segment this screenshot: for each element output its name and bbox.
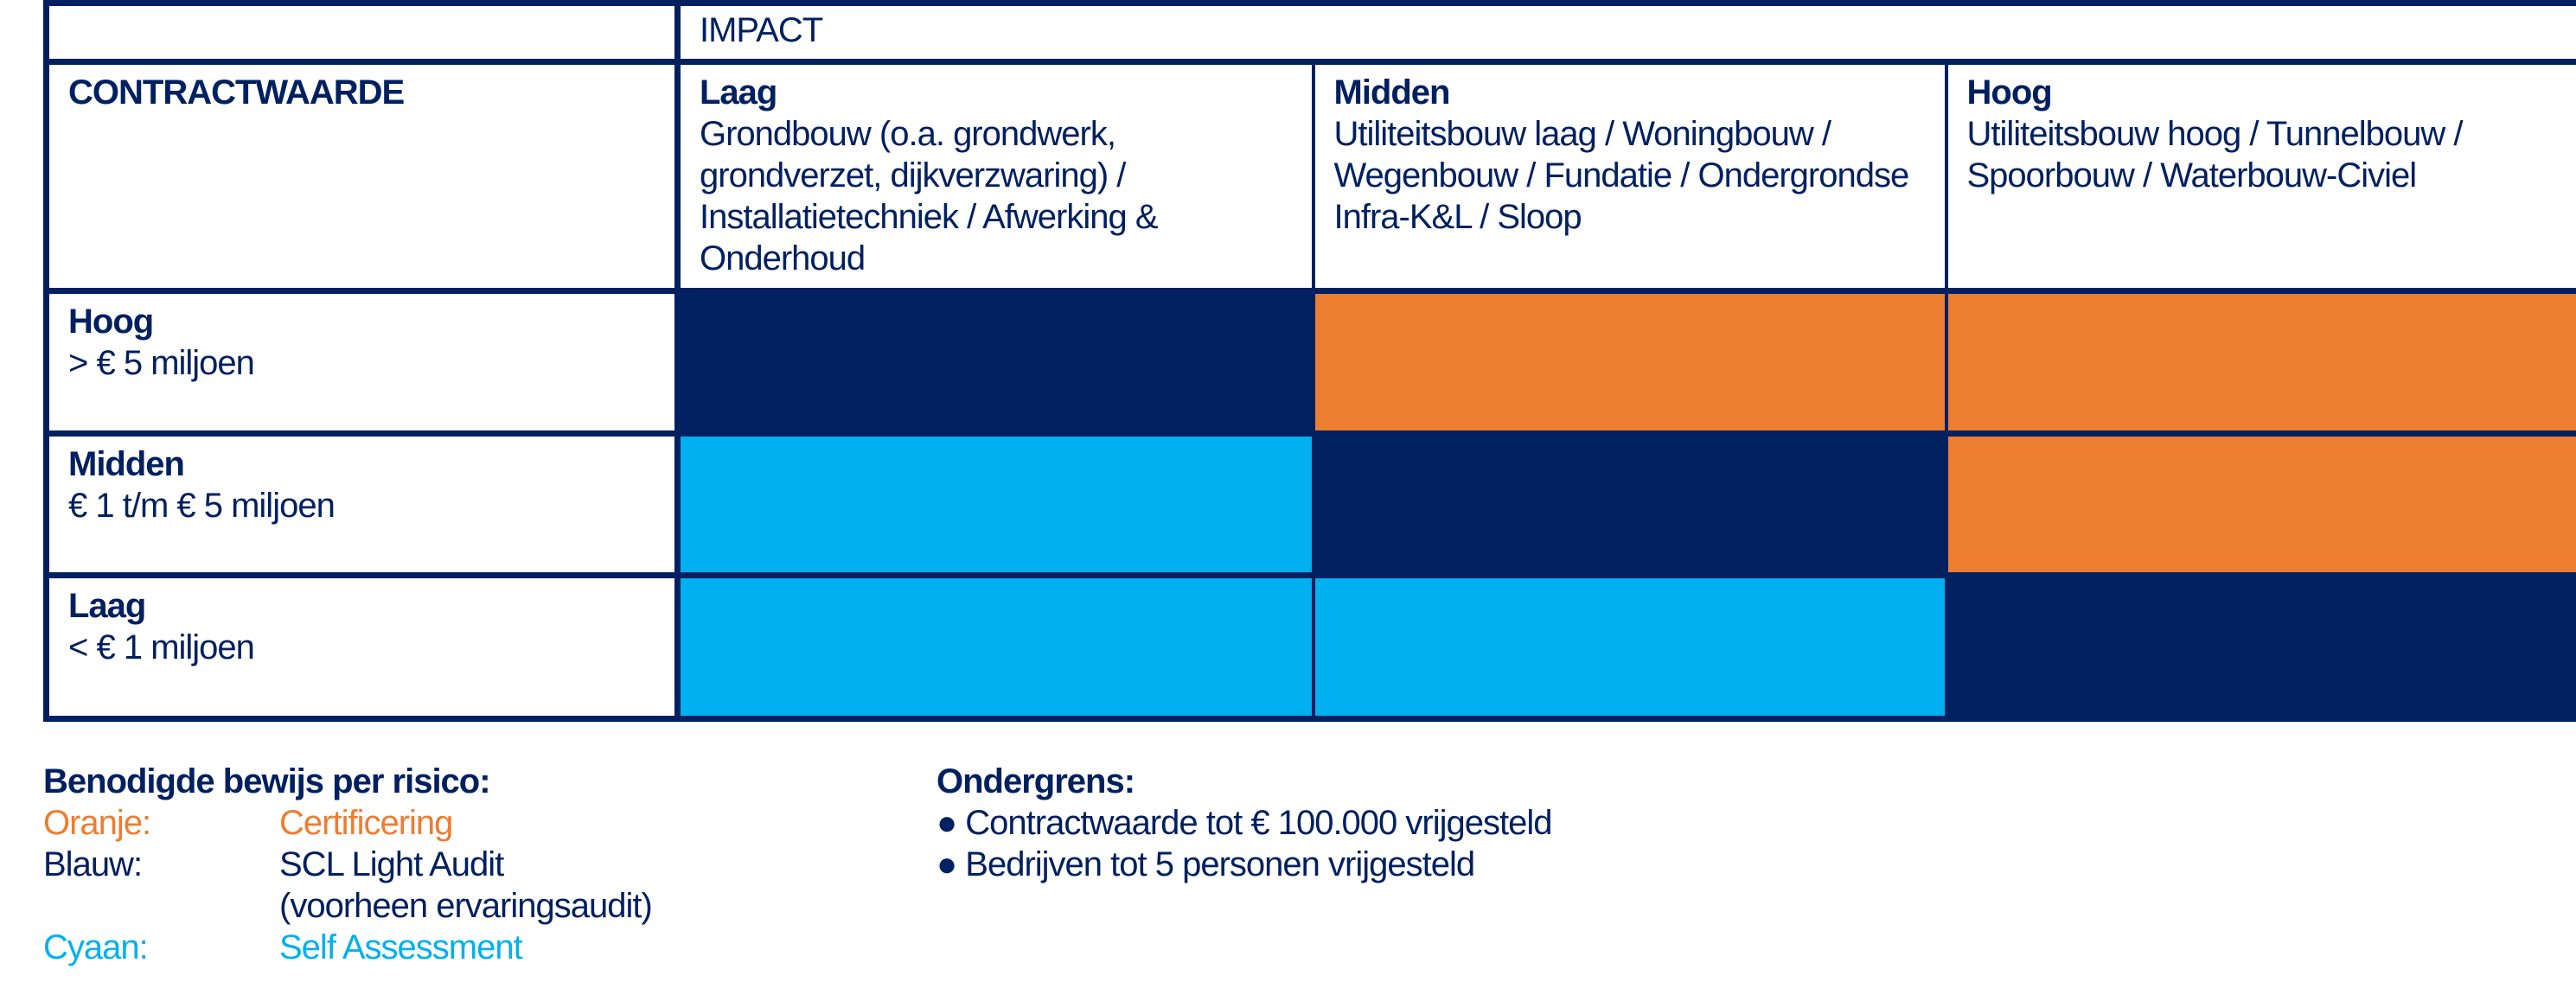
- risk-cell-orange: [1944, 430, 2576, 578]
- threshold-bullet: ● Bedrijven tot 5 personen vrijgesteld: [936, 845, 1475, 883]
- risk-cell-navy: [1311, 430, 1948, 578]
- row-header-hoog: Hoog > € 5 miljoen: [43, 288, 681, 437]
- row-header-laag: Laag < € 1 miljoen: [43, 572, 681, 722]
- row-header-midden: Midden € 1 t/m € 5 miljoen: [43, 430, 681, 578]
- row-laag: Laag < € 1 miljoen: [43, 572, 2576, 722]
- risk-cell-orange: [1311, 288, 1948, 437]
- threshold-section: Ondergrens: ● Contractwaarde tot € 100.0…: [936, 761, 1552, 885]
- row-midden: Midden € 1 t/m € 5 miljoen: [43, 430, 2576, 578]
- legend-item-oranje: Oranje: Certificering: [43, 804, 453, 842]
- risk-cell-navy: [1944, 572, 2576, 722]
- risk-cell-cyan: [675, 572, 1315, 722]
- evidence-legend: Benodigde bewijs per risico: Oranje: Cert…: [43, 761, 653, 968]
- legend-title: Benodigde bewijs per risico:: [43, 762, 491, 800]
- row-hoog: Hoog > € 5 miljoen: [43, 288, 2576, 437]
- legend-item-cyaan: Cyaan: Self Assessment: [43, 928, 523, 966]
- impact-column-midden: Midden Utiliteitsbouw laag / Woningbouw /…: [1311, 59, 1948, 294]
- threshold-title: Ondergrens:: [936, 762, 1135, 800]
- legend-item-blauw: Blauw: SCL Light Audit (voorheen ervaring…: [43, 845, 653, 925]
- risk-cell-cyan: [1311, 572, 1948, 722]
- corner-cell: [43, 0, 681, 65]
- bullet-icon: ●: [936, 804, 966, 842]
- risk-matrix-table: IMPACT CONTRACTWAARDE Laag Grondbouw (o.a…: [43, 0, 2576, 722]
- risk-cell-cyan: [675, 430, 1315, 578]
- risk-cell-orange: [1944, 288, 2576, 437]
- contractwaarde-header: CONTRACTWAARDE: [43, 59, 681, 294]
- impact-header: IMPACT: [674, 0, 2576, 65]
- impact-column-hoog: Hoog Utiliteitsbouw hoog / Tunnelbouw / S…: [1944, 59, 2576, 294]
- bullet-icon: ●: [936, 845, 966, 883]
- risk-cell-navy: [675, 288, 1315, 437]
- impact-column-laag: Laag Grondbouw (o.a. grondwerk, grondverz…: [675, 59, 1315, 294]
- threshold-bullet: ● Contractwaarde tot € 100.000 vrijgeste…: [936, 804, 1552, 842]
